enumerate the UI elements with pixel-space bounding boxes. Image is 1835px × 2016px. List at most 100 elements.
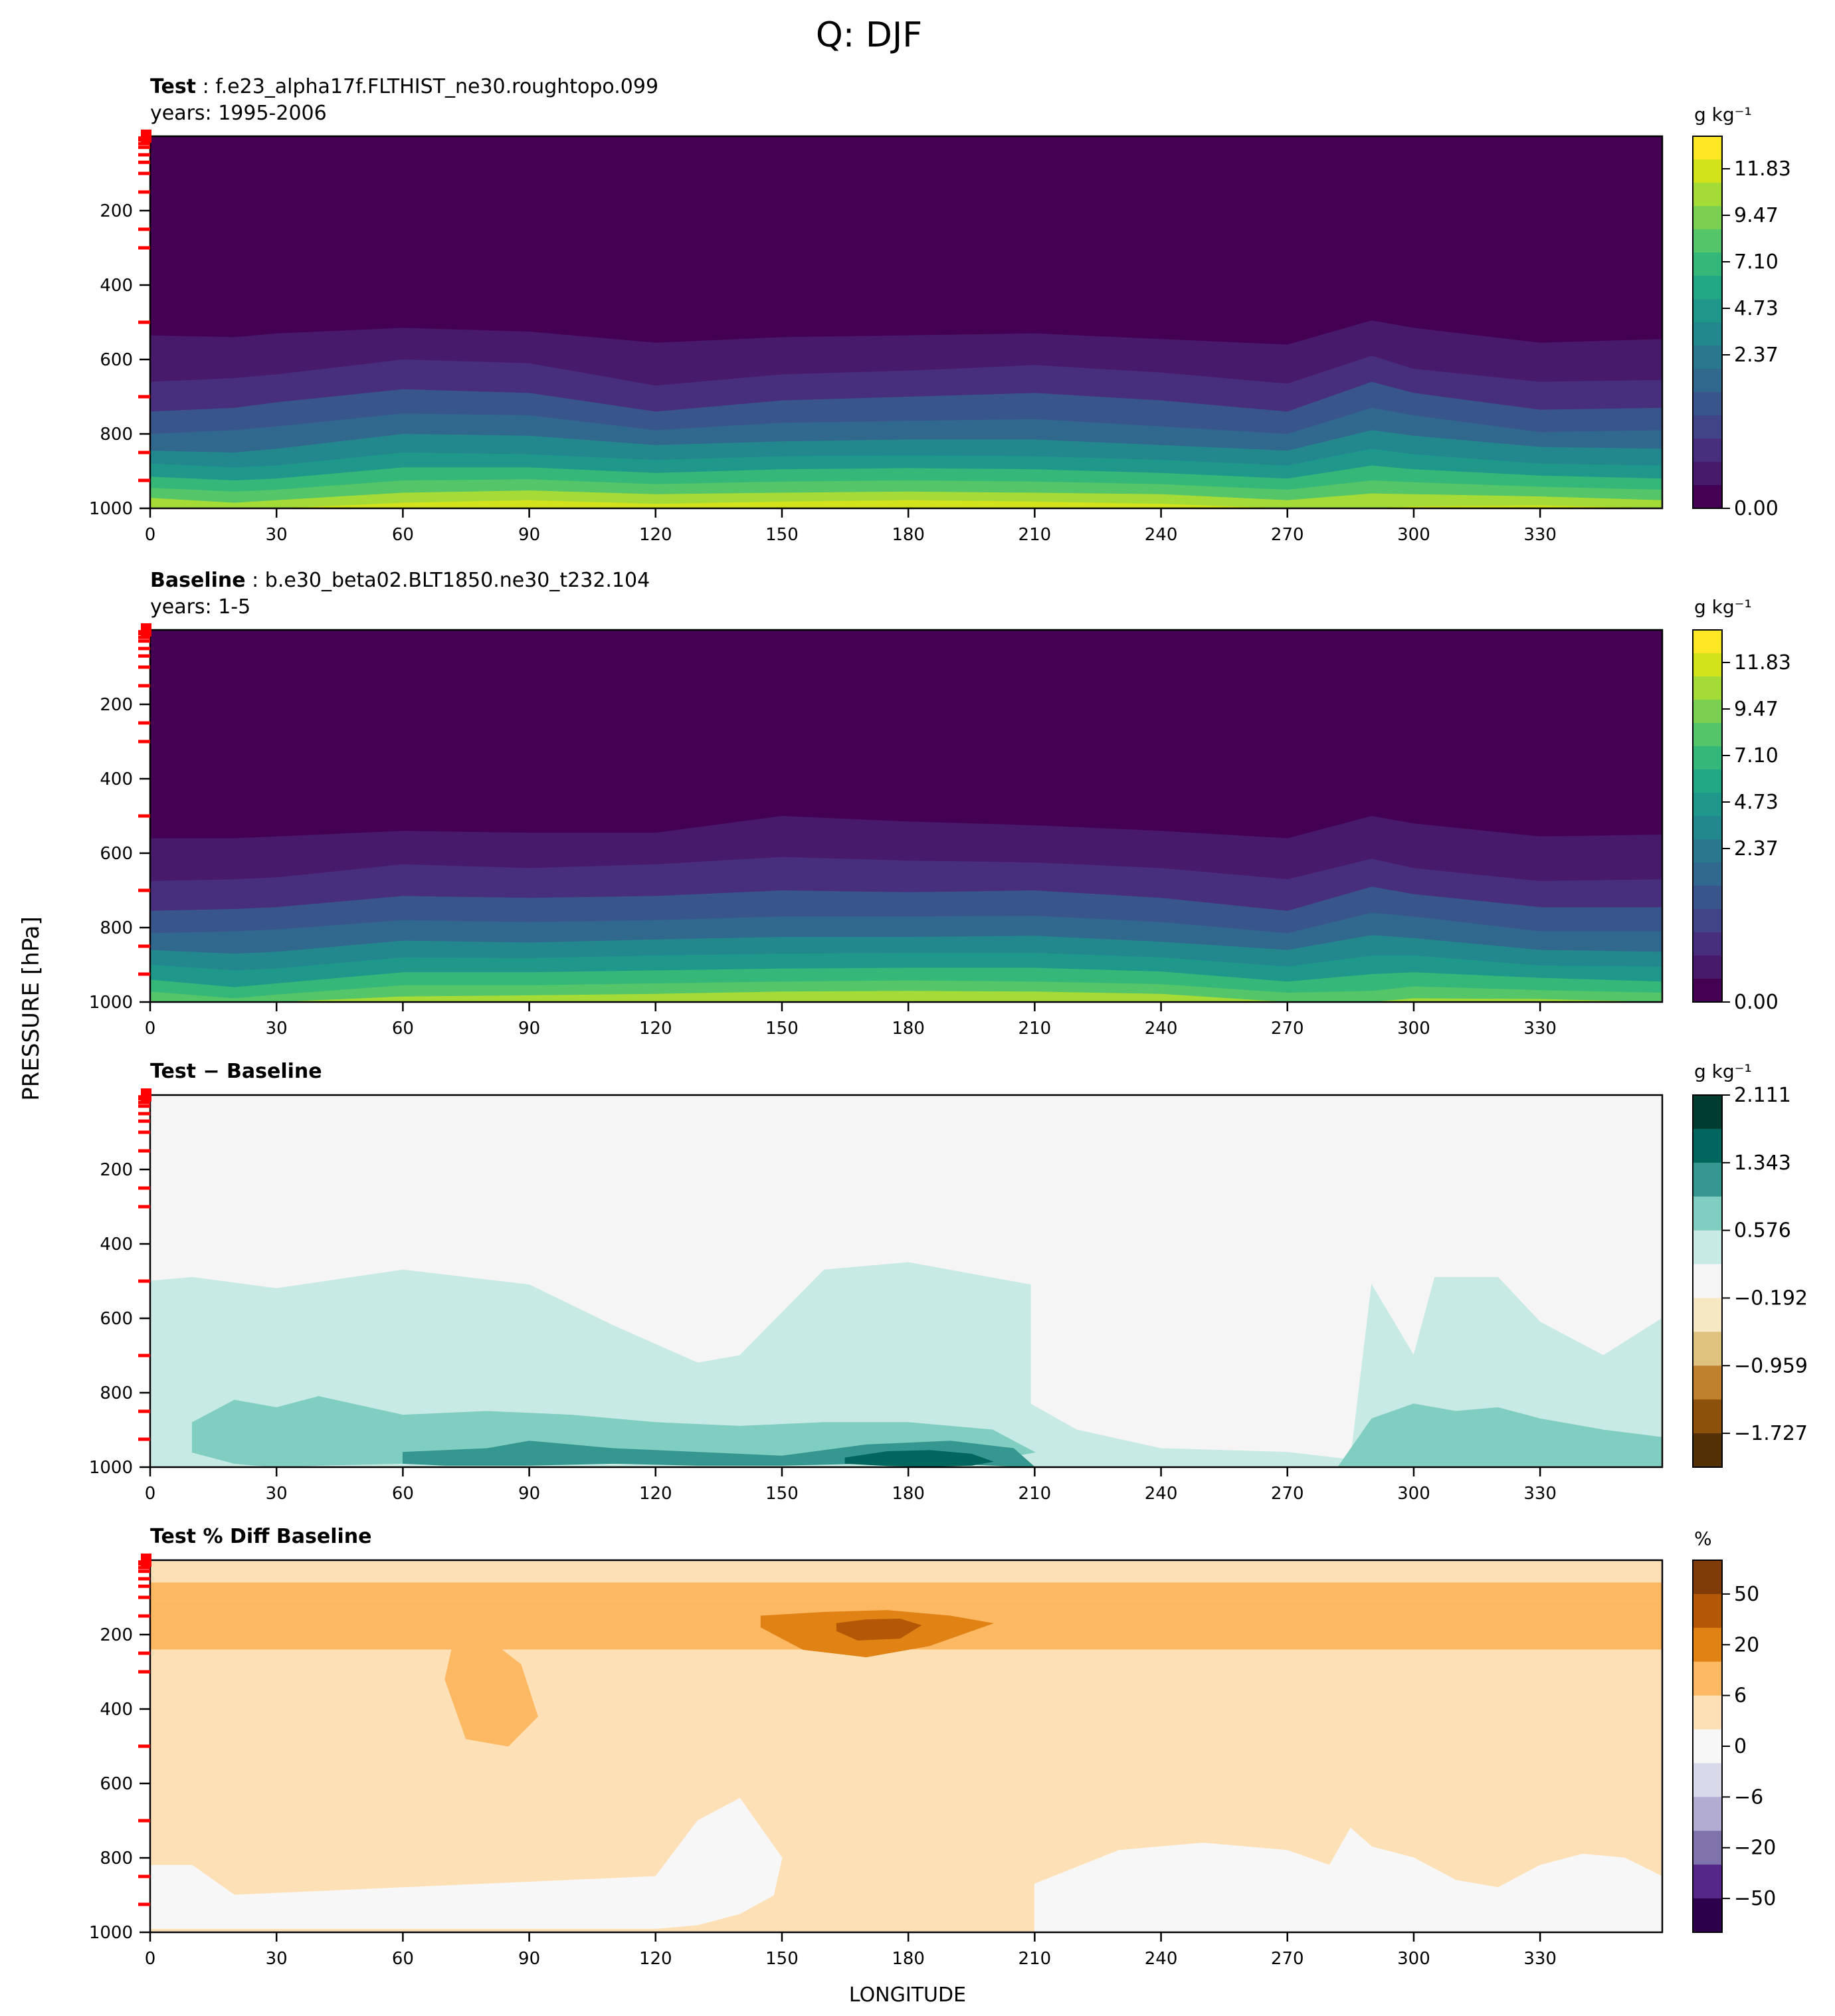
colorbar-swatch-11 [1693,886,1722,910]
colorbar-swatch-10 [1693,1433,1722,1468]
xtick-label-2: 60 [392,525,414,545]
panel-pct-diff-colorbar: 50 20 6 0 −6 −20 −50 [1692,1560,1776,1933]
xtick-label-9: 270 [1271,525,1304,545]
colorbar-swatch-3 [1693,1661,1722,1696]
xtick-label-8: 240 [1145,1949,1178,1969]
xtick-label-4: 120 [639,1019,672,1039]
xtick-label-1: 30 [266,1484,288,1504]
colorbar-swatch-9 [1693,346,1722,369]
xtick-label-9: 270 [1271,1484,1304,1504]
contour-region-5 [1034,1827,1662,1932]
colorbar-swatch-9 [1693,1865,1722,1899]
xtick-label-0: 0 [145,1484,156,1504]
panel-baseline-title: Baseline : b.e30_beta02.BLT1850.ne30_t23… [150,569,650,592]
colorbar-swatch-10 [1693,862,1722,886]
ytick-label-2: 600 [100,1309,133,1329]
colorbar-swatch-6 [1693,1763,1722,1797]
xtick-label-9: 270 [1271,1019,1304,1039]
panel-difference: Test − Baseline 200 400 600 800 1000 0 30 60 90 1… [89,1060,1808,1504]
colorbar-tick-label-0: 2.111 [1734,1084,1791,1107]
colorbar-swatch-14 [1693,956,1722,979]
colorbar-tick-label-4: −6 [1734,1785,1763,1809]
colorbar-tick-label-1: 1.343 [1734,1152,1791,1175]
xtick-label-10: 300 [1397,1484,1430,1504]
ytick-label-0: 200 [100,695,133,715]
panel-baseline: Baseline : b.e30_beta02.BLT1850.ne30_t23… [89,569,1791,1039]
colorbar-swatch-3 [1693,700,1722,724]
panel-pct-diff-colorbar-unit: % [1694,1528,1712,1550]
colorbar-frame [1692,136,1723,509]
colorbar-swatch-12 [1693,909,1722,933]
xtick-label-2: 60 [392,1484,414,1504]
xtick-label-5: 150 [765,1019,799,1039]
panel-difference-title: Test − Baseline [150,1060,322,1083]
colorbar-swatch-1 [1693,1593,1722,1629]
xtick-label-3: 90 [518,1484,540,1504]
xtick-label-10: 300 [1397,525,1430,545]
ytick-label-1: 400 [100,769,133,789]
colorbar-tick-label-0: 11.83 [1734,157,1791,181]
colorbar-tick-label-4: 2.37 [1734,344,1779,367]
ytick-label-2: 600 [100,1774,133,1794]
panel-baseline-colorbar-unit: g kg⁻¹ [1694,596,1752,618]
panel-difference-colorbar-unit: g kg⁻¹ [1694,1060,1752,1082]
colorbar-tick-label-3: 4.73 [1734,297,1779,320]
ytick-label-1: 400 [100,276,133,296]
colorbar-tick-label-0: 11.83 [1734,651,1791,674]
level-tick-top-marker [141,130,151,143]
xtick-label-4: 120 [639,525,672,545]
colorbar-tick-label-3: 0 [1734,1735,1747,1758]
panel-test-colorbar: 11.83 9.47 7.10 4.73 2.37 0.00 [1692,136,1791,520]
xtick-label-4: 120 [639,1949,672,1969]
panel-test: Test : f.e23_alpha17f.FLTHIST_ne30.rough… [89,75,1791,545]
ytick-label-3: 800 [100,425,133,445]
colorbar-tick-label-2: 7.10 [1734,744,1779,767]
xtick-label-3: 90 [518,525,540,545]
xtick-label-11: 330 [1523,1019,1557,1039]
xtick-label-3: 90 [518,1019,540,1039]
ytick-label-0: 200 [100,201,133,221]
panel-test-title-case: f.e23_alpha17f.FLTHIST_ne30.roughtopo.09… [215,75,658,98]
contour-band-9 [150,500,1662,508]
contour-region-2 [444,1638,538,1747]
colorbar-tick-label-4: −0.959 [1734,1354,1808,1377]
ytick-label-4: 1000 [89,993,133,1013]
colorbar-swatch-5 [1693,252,1722,276]
xtick-label-8: 240 [1145,525,1178,545]
xtick-label-0: 0 [145,1019,156,1039]
contour-region-4 [844,1450,994,1467]
xtick-label-1: 30 [266,525,288,545]
colorbar-tick-label-3: 4.73 [1734,791,1779,814]
colorbar-swatch-2 [1693,676,1722,700]
panel-baseline-plot: 200 400 600 800 1000 0 30 60 90 120 150 180 210 240 27… [89,623,1664,1039]
colorbar-swatch-9 [1693,1399,1722,1434]
colorbar-tick-label-5: −20 [1734,1837,1776,1860]
xtick-label-11: 330 [1523,1484,1557,1504]
xtick-label-5: 150 [765,525,799,545]
colorbar-swatch-8 [1693,322,1722,346]
panel-test-colorbar-unit: g kg⁻¹ [1694,104,1752,126]
colorbar-swatch-0 [1693,136,1722,160]
colorbar-swatch-8 [1693,1831,1722,1865]
colorbar-swatch-15 [1693,979,1722,1003]
ytick-label-4: 1000 [89,1923,133,1943]
colorbar-swatch-0 [1693,1095,1722,1130]
colorbar-tick-label-3: −0.192 [1734,1286,1808,1310]
xtick-label-10: 300 [1397,1019,1430,1039]
panel-difference-colorbar: 2.111 1.343 0.576 −0.192 −0.959 −1.727 [1692,1084,1808,1468]
panel-baseline-colorbar: 11.83 9.47 7.10 4.73 2.37 0.00 [1692,629,1791,1014]
colorbar-swatch-3 [1693,206,1722,230]
colorbar-tick-label-6: −50 [1734,1887,1776,1910]
colorbar-tick-label-1: 9.47 [1734,698,1779,721]
panel-test-title: Test : f.e23_alpha17f.FLTHIST_ne30.rough… [150,75,658,98]
figure-title: Q: DJF [816,15,922,55]
ytick-label-3: 800 [100,918,133,938]
colorbar-frame [1692,1094,1723,1468]
xtick-label-7: 210 [1018,1949,1052,1969]
level-tick-top-marker [141,1554,151,1567]
colorbar-swatch-14 [1693,462,1722,486]
colorbar-swatch-7 [1693,299,1722,323]
contour-field [150,630,1662,1002]
